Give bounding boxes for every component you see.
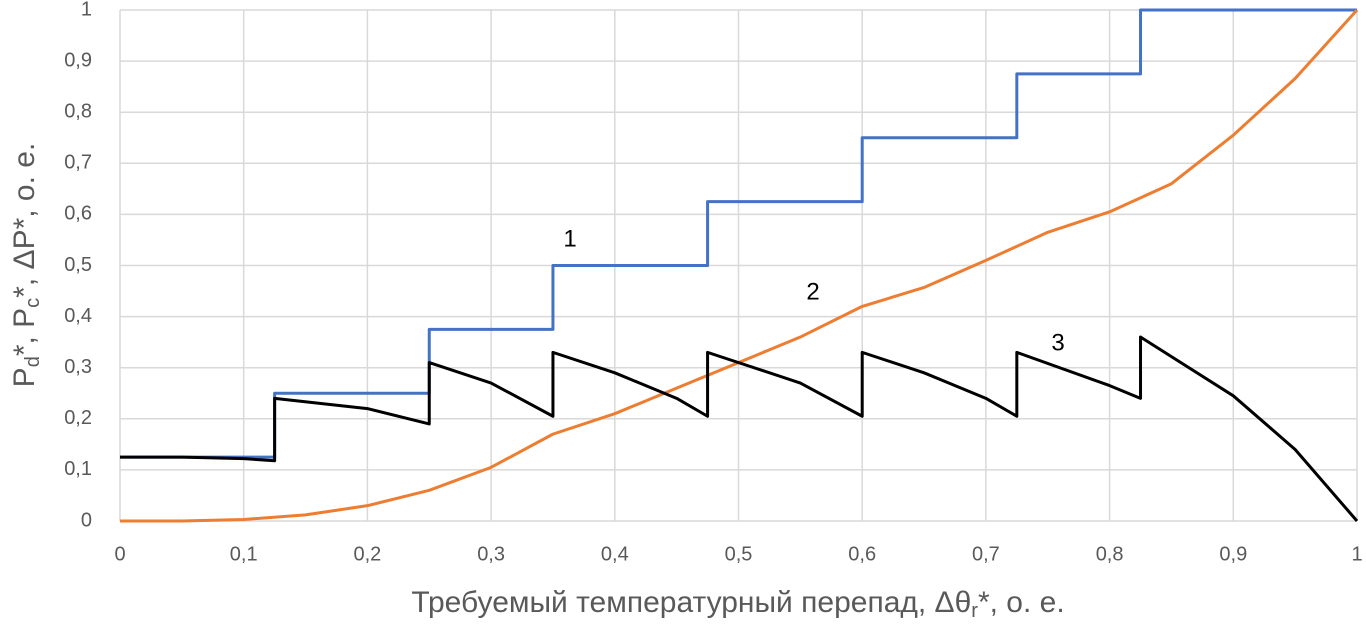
x-tick-label: 0 (114, 543, 125, 565)
x-label-sub: r (971, 600, 978, 622)
y-label-part: *, P (8, 308, 41, 356)
y-tick-label: 0,1 (64, 458, 92, 480)
y-tick-label: 0,4 (64, 305, 92, 327)
y-tick-label: 0,8 (64, 100, 92, 122)
x-tick-label: 1 (1351, 543, 1362, 565)
x-tick-label: 0,6 (848, 543, 876, 565)
x-tick-label: 0,3 (477, 543, 505, 565)
x-tick-label: 0,2 (353, 543, 381, 565)
y-label-part: P (8, 367, 41, 387)
x-label-part: Требуемый температурный перепад, Δθ (411, 586, 971, 619)
y-tick-label: 0 (81, 509, 92, 531)
x-axis-label: Требуемый температурный перепад, Δθr*, о… (411, 586, 1064, 622)
y-tick-label: 1 (81, 0, 92, 20)
y-tick-label: 0,9 (64, 49, 92, 71)
x-tick-label: 0,1 (230, 543, 258, 565)
y-tick-label: 0,2 (64, 407, 92, 429)
annotation: 3 (1051, 329, 1064, 356)
y-tick-label: 0,6 (64, 203, 92, 225)
annotation: 1 (563, 225, 576, 252)
y-tick-label: 0,7 (64, 152, 92, 174)
line-series (120, 335, 1359, 522)
x-tick-label: 0,7 (972, 543, 1000, 565)
y-label-part: *, ΔP*, о. е. (8, 143, 41, 298)
y-tick-label: 0,5 (64, 254, 92, 276)
x-tick-label: 0,8 (1096, 543, 1124, 565)
y-axis-label: Pd*, Pc*, ΔP*, о. е. (8, 143, 44, 388)
x-tick-label: 0,9 (1219, 543, 1247, 565)
x-label-part: *, о. е. (978, 586, 1065, 619)
x-tick-label: 0,5 (725, 543, 753, 565)
x-tick-label: 0,4 (601, 543, 629, 565)
y-label-sub: d (22, 356, 44, 367)
line-series (120, 8, 1357, 459)
y-label-sub: c (22, 298, 44, 308)
y-tick-label: 0,3 (64, 356, 92, 378)
annotation: 2 (806, 278, 819, 305)
